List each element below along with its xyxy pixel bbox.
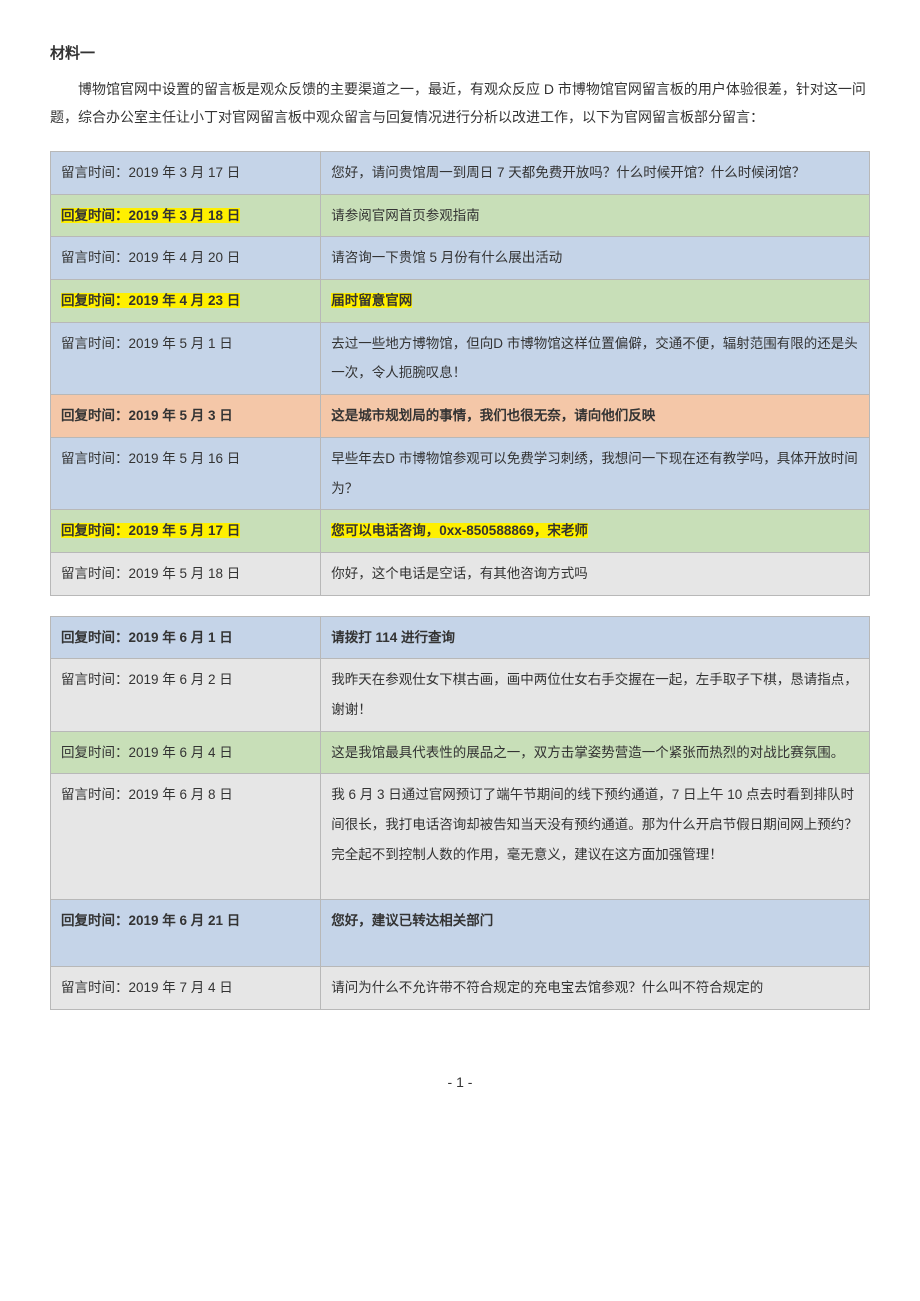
time-cell: 留言时间：2019 年 5 月 18 日 (51, 552, 321, 595)
content-cell: 早些年去D 市博物馆参观可以免费学习刺绣，我想问一下现在还有教学吗，具体开放时间… (321, 437, 870, 509)
content-cell: 请参阅官网首页参观指南 (321, 194, 870, 237)
content-cell: 你好，这个电话是空话，有其他咨询方式吗 (321, 552, 870, 595)
document-intro: 博物馆官网中设置的留言板是观众反馈的主要渠道之一，最近，有观众反应 D 市博物馆… (50, 75, 870, 131)
content-cell: 这是城市规划局的事情，我们也很无奈，请向他们反映 (321, 395, 870, 438)
content-cell: 去过一些地方博物馆，但向D 市博物馆这样位置偏僻，交通不便，辐射范围有限的还是头… (321, 322, 870, 394)
table-row: 留言时间：2019 年 6 月 8 日我 6 月 3 日通过官网预订了端午节期间… (51, 774, 870, 900)
time-cell: 回复时间：2019 年 6 月 21 日 (51, 900, 321, 967)
content-cell: 请拨打 114 进行查询 (321, 616, 870, 659)
time-cell: 留言时间：2019 年 6 月 2 日 (51, 659, 321, 731)
table-row: 留言时间：2019 年 5 月 1 日去过一些地方博物馆，但向D 市博物馆这样位… (51, 322, 870, 394)
table-row: 回复时间：2019 年 5 月 3 日这是城市规划局的事情，我们也很无奈，请向他… (51, 395, 870, 438)
table-row: 留言时间：2019 年 7 月 4 日请问为什么不允许带不符合规定的充电宝去馆参… (51, 967, 870, 1010)
table-row: 回复时间：2019 年 6 月 1 日请拨打 114 进行查询 (51, 616, 870, 659)
table-row: 留言时间：2019 年 4 月 20 日请咨询一下贵馆 5 月份有什么展出活动 (51, 237, 870, 280)
page-footer: - 1 - (50, 1070, 870, 1095)
content-cell: 届时留意官网 (321, 280, 870, 323)
table-row: 回复时间：2019 年 4 月 23 日届时留意官网 (51, 280, 870, 323)
content-cell: 您可以电话咨询，0xx-850588869，宋老师 (321, 510, 870, 553)
message-table-2: 回复时间：2019 年 6 月 1 日请拨打 114 进行查询留言时间：2019… (50, 616, 870, 1010)
page-number: - 1 - (448, 1074, 473, 1090)
table-row: 回复时间：2019 年 6 月 21 日您好，建议已转达相关部门 (51, 900, 870, 967)
time-cell: 留言时间：2019 年 6 月 8 日 (51, 774, 321, 900)
time-cell: 回复时间：2019 年 3 月 18 日 (51, 194, 321, 237)
table-row: 留言时间：2019 年 3 月 17 日您好，请问贵馆周一到周日 7 天都免费开… (51, 152, 870, 195)
content-cell: 请咨询一下贵馆 5 月份有什么展出活动 (321, 237, 870, 280)
time-cell: 留言时间：2019 年 5 月 16 日 (51, 437, 321, 509)
table-row: 回复时间：2019 年 5 月 17 日您可以电话咨询，0xx-85058886… (51, 510, 870, 553)
time-cell: 留言时间：2019 年 4 月 20 日 (51, 237, 321, 280)
message-table-1: 留言时间：2019 年 3 月 17 日您好，请问贵馆周一到周日 7 天都免费开… (50, 151, 870, 596)
time-cell: 回复时间：2019 年 5 月 17 日 (51, 510, 321, 553)
content-cell: 我昨天在参观仕女下棋古画，画中两位仕女右手交握在一起，左手取子下棋，恳请指点，谢… (321, 659, 870, 731)
content-cell: 我 6 月 3 日通过官网预订了端午节期间的线下预约通道，7 日上午 10 点去… (321, 774, 870, 900)
content-cell: 请问为什么不允许带不符合规定的充电宝去馆参观？什么叫不符合规定的 (321, 967, 870, 1010)
time-cell: 回复时间：2019 年 6 月 1 日 (51, 616, 321, 659)
time-cell: 留言时间：2019 年 7 月 4 日 (51, 967, 321, 1010)
time-cell: 回复时间：2019 年 6 月 4 日 (51, 731, 321, 774)
time-cell: 留言时间：2019 年 3 月 17 日 (51, 152, 321, 195)
content-cell: 您好，建议已转达相关部门 (321, 900, 870, 967)
time-cell: 回复时间：2019 年 4 月 23 日 (51, 280, 321, 323)
table-row: 回复时间：2019 年 6 月 4 日这是我馆最具代表性的展品之一，双方击掌姿势… (51, 731, 870, 774)
document-header: 材料一 博物馆官网中设置的留言板是观众反馈的主要渠道之一，最近，有观众反应 D … (50, 40, 870, 131)
time-cell: 回复时间：2019 年 5 月 3 日 (51, 395, 321, 438)
table-row: 留言时间：2019 年 5 月 18 日你好，这个电话是空话，有其他咨询方式吗 (51, 552, 870, 595)
table-row: 留言时间：2019 年 5 月 16 日早些年去D 市博物馆参观可以免费学习刺绣… (51, 437, 870, 509)
document-title: 材料一 (50, 40, 870, 67)
content-cell: 您好，请问贵馆周一到周日 7 天都免费开放吗？什么时候开馆？什么时候闭馆？ (321, 152, 870, 195)
content-cell: 这是我馆最具代表性的展品之一，双方击掌姿势营造一个紧张而热烈的对战比赛氛围。 (321, 731, 870, 774)
table-row: 留言时间：2019 年 6 月 2 日我昨天在参观仕女下棋古画，画中两位仕女右手… (51, 659, 870, 731)
time-cell: 留言时间：2019 年 5 月 1 日 (51, 322, 321, 394)
table-row: 回复时间：2019 年 3 月 18 日请参阅官网首页参观指南 (51, 194, 870, 237)
